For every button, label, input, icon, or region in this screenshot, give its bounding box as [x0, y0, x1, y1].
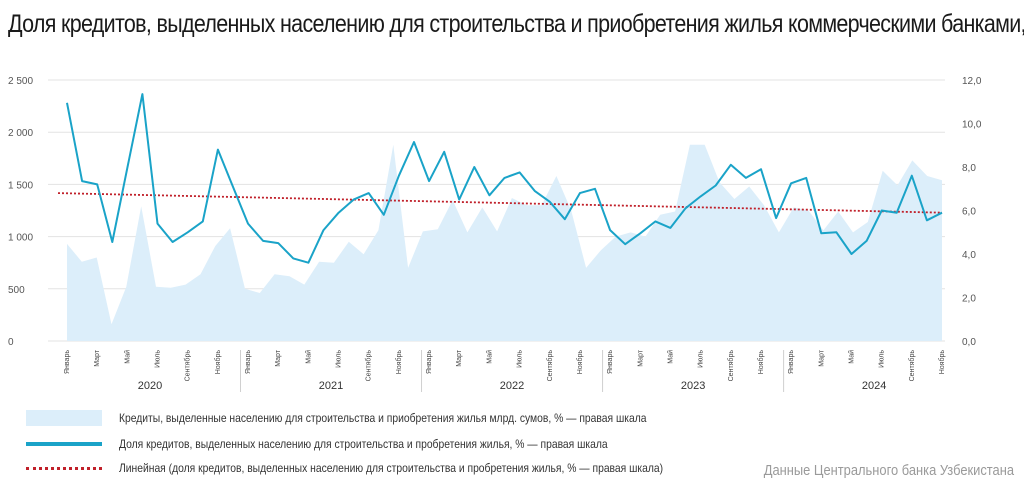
month-tick-label: Май [485, 350, 493, 364]
year-label: 2023 [681, 380, 705, 392]
chart-title: Доля кредитов, выделенных населению для … [8, 10, 1024, 38]
month-tick-label: Июль [698, 350, 705, 368]
year-label: 2022 [500, 380, 524, 392]
left-tick-label: 2 000 [8, 128, 33, 139]
trend-line [57, 192, 943, 214]
source-note: Данные Центрального банка Узбекистана [763, 462, 1014, 479]
month-tick-label: Ноябрь [757, 350, 765, 375]
right-tick-label: 10,0 [962, 120, 982, 131]
month-tick-label: Январь [245, 350, 252, 374]
left-tick-label: 1 500 [8, 180, 33, 191]
legend-item-trend: Линейная (доля кредитов, выделенных насе… [26, 458, 752, 478]
month-tick-label: Сентябрь [365, 350, 373, 382]
legend-swatch-trend [26, 466, 102, 470]
month-tick-label: Ноябрь [938, 350, 946, 375]
legend-item-share: Доля кредитов, выделенных населению для … [26, 434, 687, 454]
right-tick-label: 8,0 [962, 163, 976, 174]
month-tick-label: Март [456, 349, 463, 367]
month-tick-label: Сентябрь [727, 350, 735, 382]
month-tick-label: Январь [64, 350, 71, 374]
legend-item-credits: Кредиты, выделенные населению для строит… [26, 408, 732, 428]
legend-label-share: Доля кредитов, выделенных населению для … [119, 437, 608, 451]
month-tick-label: Март [818, 349, 825, 367]
year-label: 2020 [138, 380, 162, 392]
right-tick-label: 0,0 [962, 337, 976, 348]
month-tick-label: Январь [607, 350, 614, 374]
line-series-share [66, 93, 943, 264]
right-tick-label: 4,0 [962, 250, 976, 261]
legend-swatch-area [26, 410, 102, 426]
month-tick-label: Сентябрь [908, 350, 916, 382]
right-tick-label: 2,0 [962, 294, 976, 305]
month-tick-label: Июль [879, 350, 886, 368]
month-tick-label: Июль [155, 350, 162, 368]
month-tick-label: Январь [426, 350, 433, 374]
month-tick-label: Январь [788, 350, 795, 374]
left-tick-label: 2 500 [8, 76, 33, 87]
month-tick-label: Май [848, 350, 856, 364]
right-tick-label: 12,0 [962, 76, 982, 87]
month-tick-label: Май [304, 350, 312, 364]
month-tick-label: Сентябрь [546, 350, 554, 382]
year-label: 2021 [319, 380, 343, 392]
chart: 0 500 1 000 1 500 2 000 2 500 0,0 2,0 4,0 6,0 8,0 1… [8, 76, 982, 392]
month-tick-label: Сентябрь [184, 350, 192, 382]
legend-label-credits: Кредиты, выделенные населению для строит… [119, 411, 647, 425]
area-series-credits [67, 144, 942, 341]
legend-swatch-line [26, 442, 102, 446]
month-tick-label: Ноябрь [214, 350, 222, 375]
month-tick-label: Июль [517, 350, 524, 368]
month-tick-label: Март [94, 349, 101, 367]
month-tick-label: Июль [336, 350, 343, 368]
year-label: 2024 [862, 380, 886, 392]
month-tick-label: Ноябрь [395, 350, 403, 375]
left-tick-label: 0 [8, 337, 14, 348]
month-tick-label: Март [637, 349, 644, 367]
legend-label-trend: Линейная (доля кредитов, выделенных насе… [119, 461, 664, 475]
month-tick-label: Май [123, 350, 131, 364]
left-tick-label: 1 000 [8, 233, 33, 244]
month-tick-label: Ноябрь [576, 350, 584, 375]
right-tick-label: 6,0 [962, 207, 976, 218]
month-tick-label: Март [275, 349, 282, 367]
left-tick-label: 500 [8, 285, 25, 296]
month-tick-label: Май [666, 350, 674, 364]
